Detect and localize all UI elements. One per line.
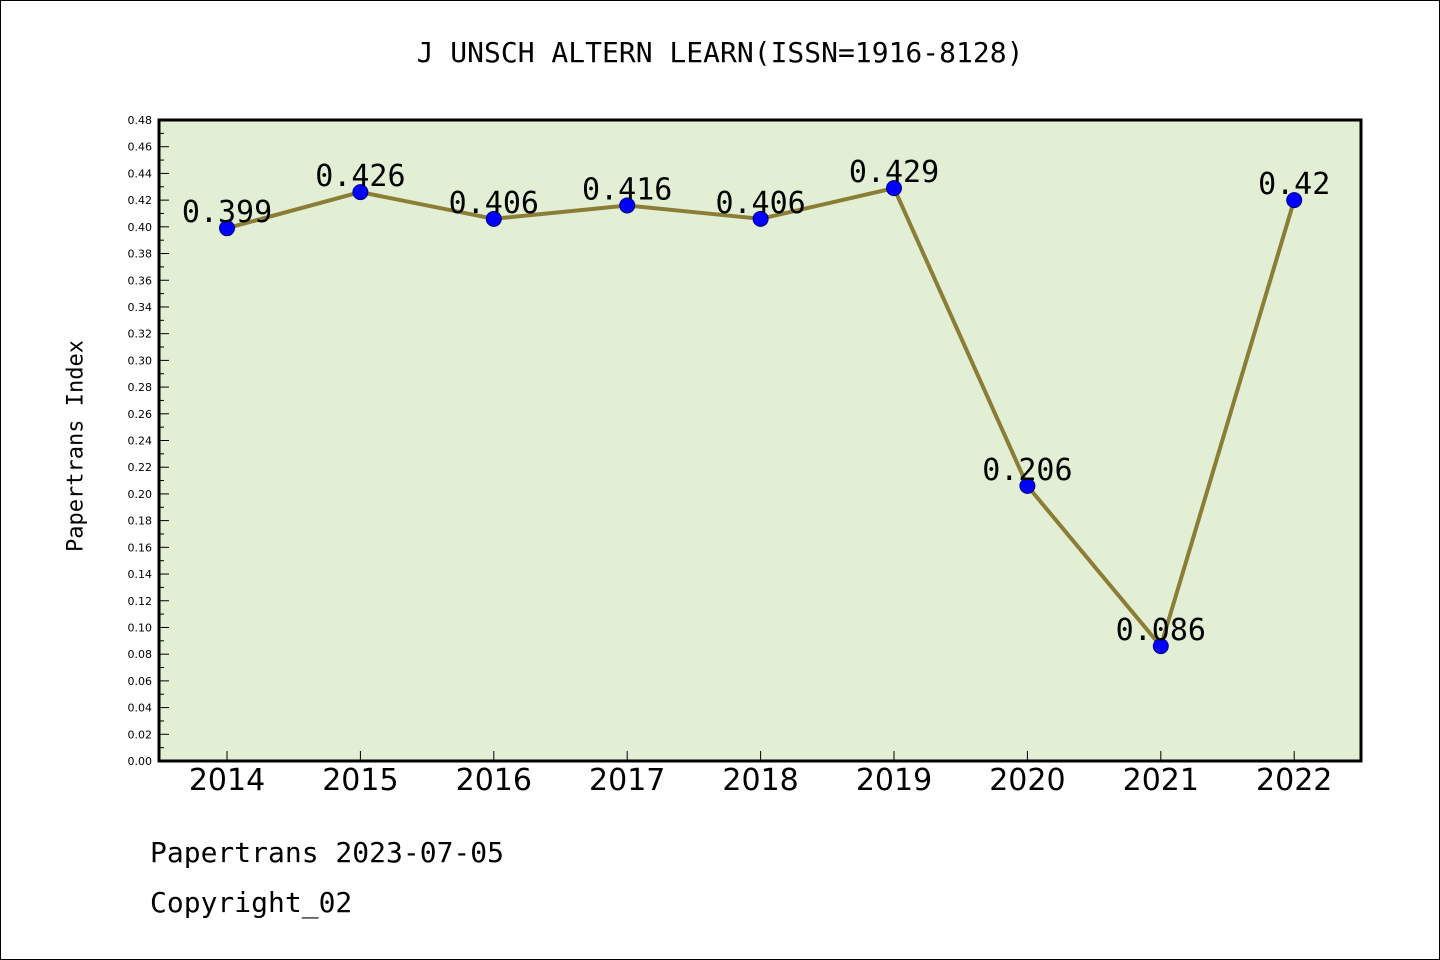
data-label: 0.399 <box>182 195 272 230</box>
chart-title: J UNSCH ALTERN LEARN(ISSN=1916-8128) <box>416 36 1024 69</box>
x-tick-label: 2021 <box>1123 763 1199 798</box>
footer-copyright: Copyright_02 <box>150 886 353 919</box>
data-point <box>485 210 502 227</box>
data-label: 0.086 <box>1116 613 1206 648</box>
y-tick-label: 0.30 <box>128 354 153 367</box>
y-tick-label: 0.22 <box>128 461 153 474</box>
y-tick-label: 0.14 <box>128 568 153 581</box>
data-point <box>1152 638 1169 655</box>
series-markers <box>219 180 1303 655</box>
y-tick-label: 0.40 <box>128 221 153 234</box>
y-tick-label: 0.28 <box>128 381 153 394</box>
data-point <box>752 210 769 227</box>
x-axis-ticks: 2014 2015 2016 2017 2018 2019 2020 2021 2022 <box>189 751 1332 798</box>
x-tick-label: 2016 <box>456 763 532 798</box>
data-labels: 0.399 0.426 0.406 0.416 0.406 0.429 0.206 0.086… <box>182 155 1330 648</box>
y-tick-label: 0.38 <box>128 248 153 261</box>
data-label: 0.206 <box>982 453 1072 488</box>
data-point <box>352 184 369 201</box>
data-point <box>1019 477 1036 494</box>
data-label: 0.406 <box>449 186 539 221</box>
y-tick-label: 0.18 <box>128 515 153 528</box>
y-tick-label: 0.36 <box>128 274 153 287</box>
data-label: 0.429 <box>849 155 939 190</box>
y-tick-label: 0.16 <box>128 541 153 554</box>
x-tick-label: 2014 <box>189 763 265 798</box>
y-tick-label: 0.04 <box>128 702 153 715</box>
x-tick-label: 2015 <box>322 763 398 798</box>
x-tick-label: 2017 <box>589 763 665 798</box>
y-tick-label: 0.34 <box>128 301 153 314</box>
y-tick-label: 0.44 <box>128 167 153 180</box>
data-label: 0.42 <box>1258 167 1330 202</box>
y-tick-label: 0.46 <box>128 141 153 154</box>
y-tick-label: 0.32 <box>128 328 153 341</box>
data-point <box>219 220 235 237</box>
y-tick-label: 0.00 <box>128 755 153 768</box>
footer-date: Papertrans 2023-07-05 <box>150 836 505 869</box>
data-label: 0.426 <box>315 159 405 194</box>
x-tick-label: 2020 <box>989 763 1065 798</box>
y-tick-label: 0.26 <box>128 408 153 421</box>
y-axis-ticks: 0.00 0.02 0.04 0.06 0.08 0.10 0.12 0.14 0.16 0.18… <box>128 114 169 768</box>
plot-area <box>157 118 1363 763</box>
data-point <box>1286 192 1303 209</box>
x-tick-label: 2019 <box>856 763 932 798</box>
y-tick-label: 0.02 <box>128 728 153 741</box>
y-tick-label: 0.10 <box>128 621 153 634</box>
x-tick-label: 2018 <box>722 763 798 798</box>
y-tick-label: 0.20 <box>128 488 153 501</box>
y-tick-label: 0.08 <box>128 648 153 661</box>
data-point <box>619 197 636 214</box>
y-tick-label: 0.24 <box>128 435 153 448</box>
x-tick-label: 2022 <box>1256 763 1332 798</box>
data-label: 0.406 <box>715 186 805 221</box>
data-label: 0.416 <box>582 172 672 207</box>
y-tick-label: 0.06 <box>128 675 153 688</box>
y-tick-label: 0.48 <box>128 114 153 127</box>
y-tick-label: 0.42 <box>128 194 153 207</box>
data-point <box>886 180 902 197</box>
y-tick-label: 0.12 <box>128 595 153 608</box>
